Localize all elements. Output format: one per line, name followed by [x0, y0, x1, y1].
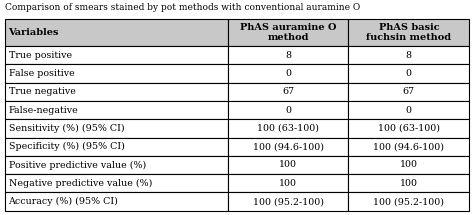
- Bar: [228, 46, 348, 64]
- Text: 100 (94.6-100): 100 (94.6-100): [374, 142, 444, 151]
- Bar: [228, 83, 348, 101]
- Bar: [5, 64, 228, 83]
- Text: 67: 67: [403, 87, 415, 96]
- Bar: [348, 174, 469, 192]
- Text: 0: 0: [285, 69, 291, 78]
- Bar: [5, 83, 228, 101]
- Bar: [5, 156, 228, 174]
- Text: Positive predictive value (%): Positive predictive value (%): [9, 160, 146, 170]
- Text: 100 (95.2-100): 100 (95.2-100): [253, 197, 324, 206]
- Bar: [348, 119, 469, 138]
- Text: PhAS auramine O
method: PhAS auramine O method: [240, 23, 336, 42]
- Bar: [5, 19, 228, 46]
- Text: Negative predictive value (%): Negative predictive value (%): [9, 179, 152, 188]
- Bar: [348, 138, 469, 156]
- Bar: [348, 192, 469, 211]
- Text: False positive: False positive: [9, 69, 74, 78]
- Text: Comparison of smears stained by pot methods with conventional auramine O: Comparison of smears stained by pot meth…: [5, 3, 360, 12]
- Text: 0: 0: [406, 106, 412, 115]
- Text: Variables: Variables: [9, 28, 59, 37]
- Text: 100: 100: [400, 160, 418, 169]
- Bar: [228, 64, 348, 83]
- Text: 8: 8: [406, 51, 412, 60]
- Text: 100: 100: [279, 160, 297, 169]
- Bar: [228, 156, 348, 174]
- Bar: [5, 138, 228, 156]
- Bar: [228, 119, 348, 138]
- Bar: [5, 192, 228, 211]
- Text: 67: 67: [282, 87, 294, 96]
- Bar: [348, 46, 469, 64]
- Bar: [5, 46, 228, 64]
- Text: Accuracy (%) (95% CI): Accuracy (%) (95% CI): [9, 197, 118, 206]
- Bar: [348, 64, 469, 83]
- Text: 8: 8: [285, 51, 291, 60]
- Text: True negative: True negative: [9, 87, 75, 96]
- Text: 100 (94.6-100): 100 (94.6-100): [253, 142, 324, 151]
- Text: 0: 0: [285, 106, 291, 115]
- Bar: [5, 174, 228, 192]
- Bar: [228, 19, 348, 46]
- Text: 100 (95.2-100): 100 (95.2-100): [374, 197, 444, 206]
- Bar: [228, 138, 348, 156]
- Bar: [228, 174, 348, 192]
- Bar: [348, 19, 469, 46]
- Bar: [5, 119, 228, 138]
- Text: 100 (63-100): 100 (63-100): [257, 124, 319, 133]
- Bar: [5, 101, 228, 119]
- Text: Sensitivity (%) (95% CI): Sensitivity (%) (95% CI): [9, 124, 124, 133]
- Text: True positive: True positive: [9, 51, 72, 60]
- Text: 100: 100: [400, 179, 418, 188]
- Text: Specificity (%) (95% CI): Specificity (%) (95% CI): [9, 142, 124, 151]
- Text: 0: 0: [406, 69, 412, 78]
- Bar: [228, 101, 348, 119]
- Text: 100: 100: [279, 179, 297, 188]
- Bar: [348, 101, 469, 119]
- Text: 100 (63-100): 100 (63-100): [378, 124, 440, 133]
- Bar: [348, 156, 469, 174]
- Bar: [348, 83, 469, 101]
- Text: PhAS basic
fuchsin method: PhAS basic fuchsin method: [366, 23, 451, 42]
- Text: False-negative: False-negative: [9, 106, 78, 115]
- Bar: [228, 192, 348, 211]
